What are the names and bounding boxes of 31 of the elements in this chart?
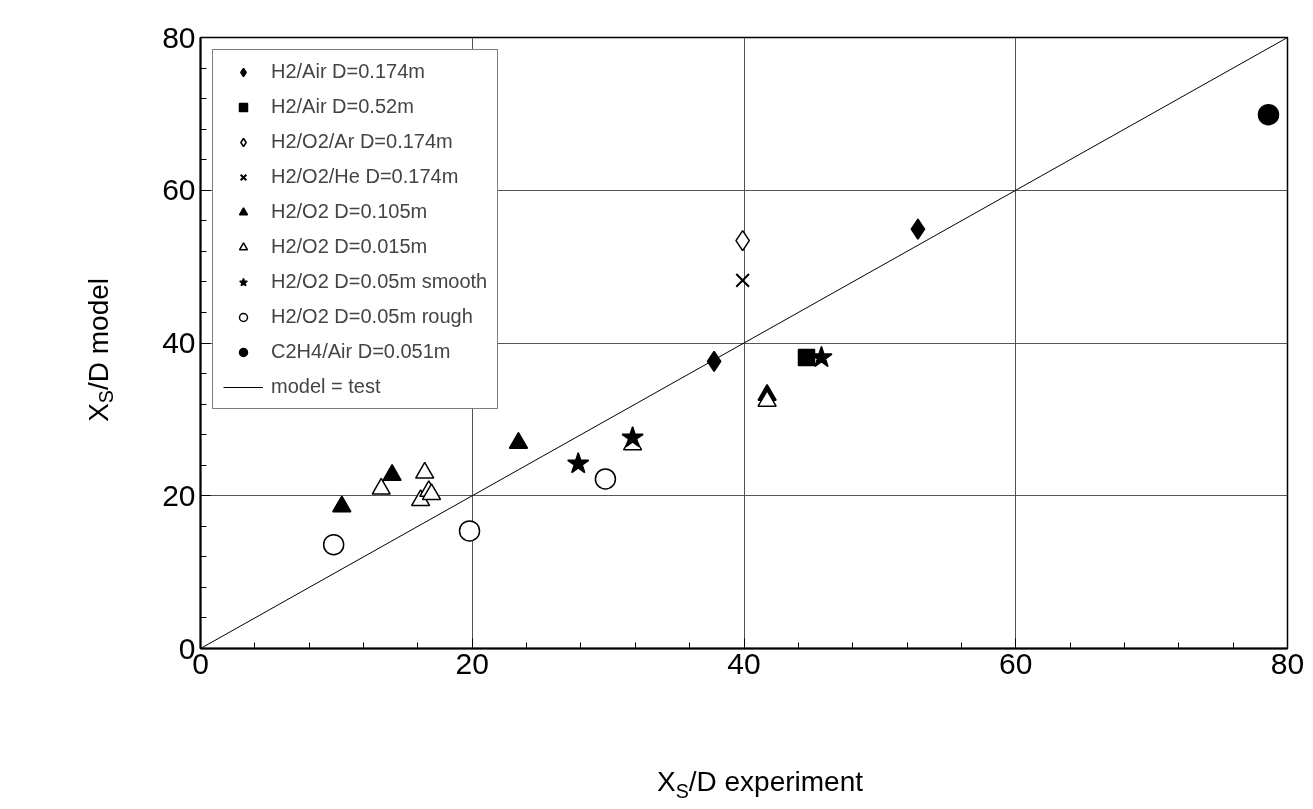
- point: [910, 218, 926, 240]
- point: [1257, 103, 1280, 126]
- legend-label: H2/O2 D=0.05m smooth: [271, 270, 488, 293]
- x-tick-label: 40: [727, 646, 761, 680]
- point: [757, 389, 777, 407]
- x-tick-label: 60: [999, 646, 1033, 680]
- legend-label: H2/O2 D=0.015m: [271, 235, 428, 258]
- legend-label: H2/Air D=0.52m: [271, 95, 414, 118]
- legend-label: H2/Air D=0.174m: [271, 60, 425, 83]
- y-tick-label: 40: [162, 326, 196, 359]
- legend-label: model = test: [271, 375, 381, 398]
- point: [797, 348, 816, 367]
- x-tick-label: 80: [1270, 646, 1305, 680]
- legend-label: H2/O2 D=0.05m rough: [271, 305, 473, 328]
- point: [735, 273, 751, 288]
- point: [414, 461, 435, 479]
- legend-label: H2/O2 D=0.105m: [271, 200, 428, 223]
- legend-label: H2/O2/He D=0.174m: [271, 165, 459, 188]
- legend-label: H2/O2/Ar D=0.174m: [271, 130, 453, 153]
- point: [382, 463, 402, 482]
- point: [371, 477, 391, 495]
- point: [508, 431, 529, 449]
- legend-label: C2H4/Air D=0.051m: [271, 340, 451, 363]
- y-tick-label: 80: [162, 20, 196, 54]
- y-tick-label: 20: [162, 478, 196, 512]
- x-tick-label: 20: [455, 646, 489, 680]
- point: [332, 495, 352, 513]
- point: [567, 451, 590, 474]
- point: [621, 425, 644, 448]
- x-axis-title: X$_{S}$/D experiment: [655, 765, 865, 804]
- y-tick-label: 60: [162, 173, 196, 207]
